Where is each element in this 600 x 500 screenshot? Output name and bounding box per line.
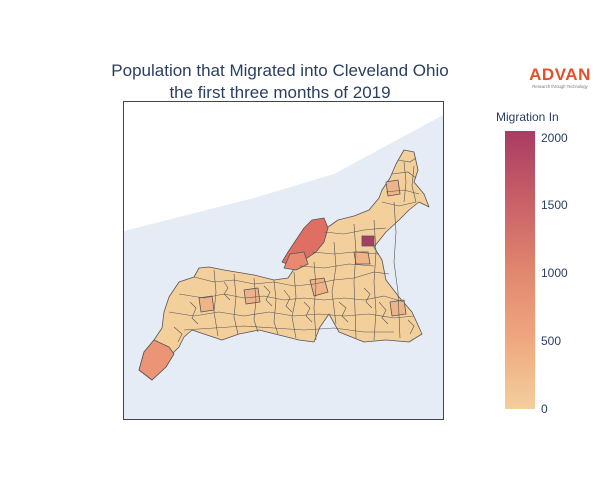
city-outline [138, 149, 430, 381]
choropleth-map[interactable] [123, 101, 444, 420]
tract-boundaries [168, 157, 420, 343]
tract-west-corner [138, 339, 175, 381]
tracts-layer [138, 149, 430, 381]
colorbar [505, 131, 535, 409]
map-title: Population that Migrated into Cleveland … [60, 60, 500, 104]
logo-word: ADVAN [529, 65, 591, 84]
tract-medium [353, 251, 371, 265]
title-line-2: the first three months of 2019 [169, 83, 391, 102]
advan-logo: ADVAN Research through Technology [527, 66, 593, 90]
title-line-1: Population that Migrated into Cleveland … [111, 61, 449, 80]
colorbar-tick-1500: 1500 [541, 198, 568, 212]
tract-medium [389, 299, 407, 317]
lake-erie [124, 115, 443, 419]
logo-tagline: Research through Technology [532, 84, 588, 89]
colorbar-title: Migration In [496, 110, 559, 124]
tract-medium [243, 287, 261, 305]
map-svg [124, 102, 443, 419]
colorbar-tick-500: 500 [541, 334, 562, 348]
tract-medium [385, 179, 401, 197]
tract-medium [198, 295, 215, 313]
tract-lakefront-small [283, 251, 309, 271]
colorbar-tick-0: 0 [541, 402, 548, 416]
colorbar-tick-2000: 2000 [541, 131, 568, 145]
tract-medium [309, 277, 329, 297]
colorbar-tick-1000: 1000 [541, 266, 568, 280]
tract-east-high [361, 235, 375, 247]
